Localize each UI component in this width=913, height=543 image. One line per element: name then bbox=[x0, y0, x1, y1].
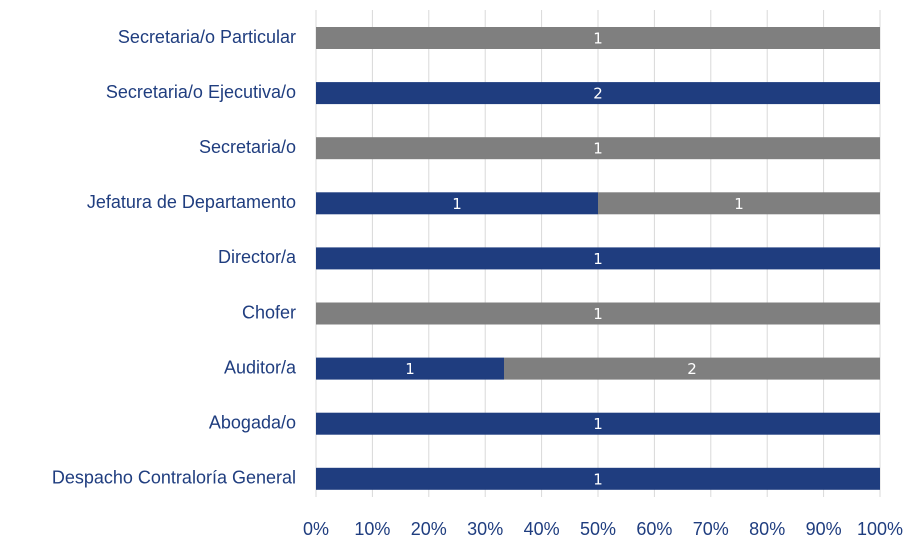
bar-segment bbox=[316, 192, 598, 215]
bar-segment bbox=[316, 137, 880, 160]
x-tick-label: 50% bbox=[580, 519, 616, 539]
data-label: 1 bbox=[593, 140, 603, 158]
data-label: 1 bbox=[734, 195, 744, 213]
y-tick-label: Abogada/o bbox=[209, 412, 296, 432]
bar-segment bbox=[598, 192, 880, 215]
y-tick-label: Jefatura de Departamento bbox=[87, 192, 296, 212]
x-tick-label: 100% bbox=[857, 519, 903, 539]
data-label: 1 bbox=[593, 470, 603, 488]
x-tick-label: 20% bbox=[411, 519, 447, 539]
data-label: 2 bbox=[593, 85, 603, 103]
data-label: 1 bbox=[593, 30, 603, 48]
y-tick-label: Secretaria/o Particular bbox=[118, 27, 296, 47]
x-tick-label: 10% bbox=[354, 519, 390, 539]
x-tick-label: 40% bbox=[524, 519, 560, 539]
y-tick-label: Despacho Contraloría General bbox=[52, 468, 296, 488]
data-label: 1 bbox=[405, 360, 415, 378]
data-label: 1 bbox=[593, 415, 603, 433]
bar-segment bbox=[316, 467, 880, 490]
data-label: 1 bbox=[593, 250, 603, 268]
bar-segment bbox=[316, 247, 880, 270]
y-tick-label: Chofer bbox=[242, 302, 296, 322]
y-tick-label: Secretaria/o bbox=[199, 137, 296, 157]
bar-segment bbox=[316, 412, 880, 435]
x-tick-label: 90% bbox=[806, 519, 842, 539]
x-tick-label: 60% bbox=[636, 519, 672, 539]
data-label: 1 bbox=[452, 195, 462, 213]
bar-segment bbox=[316, 302, 880, 325]
bar-segment bbox=[316, 27, 880, 49]
y-tick-label: Secretaria/o Ejecutiva/o bbox=[106, 82, 296, 102]
x-tick-label: 70% bbox=[693, 519, 729, 539]
data-label: 2 bbox=[687, 360, 697, 378]
x-tick-label: 30% bbox=[467, 519, 503, 539]
x-tick-label: 80% bbox=[749, 519, 785, 539]
bar-segment bbox=[316, 357, 504, 380]
y-tick-label: Auditor/a bbox=[224, 357, 297, 377]
bar-segment bbox=[316, 82, 880, 105]
bar-segment bbox=[504, 357, 880, 380]
y-tick-label: Director/a bbox=[218, 247, 297, 267]
data-label: 1 bbox=[593, 305, 603, 323]
x-tick-label: 0% bbox=[303, 519, 329, 539]
